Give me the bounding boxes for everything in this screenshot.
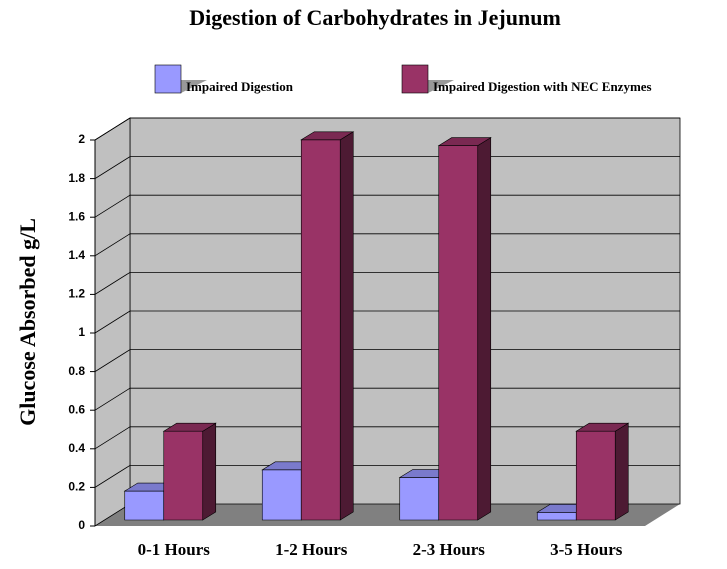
bar-front: [438, 145, 479, 521]
bar: [162, 422, 217, 521]
bar-front: [163, 430, 204, 521]
legend-swatch: [401, 64, 429, 94]
x-tick-label: 3-5 Hours: [550, 540, 623, 559]
floor: [95, 504, 680, 526]
grid-line: [94, 194, 680, 218]
x-tick-label: 1-2 Hours: [275, 540, 348, 559]
y-tick-label: 1.8: [68, 171, 85, 185]
y-tick-label: 0: [78, 518, 85, 532]
legend-shadow: [428, 80, 454, 93]
bar: [300, 131, 355, 521]
y-tick-label: 0.6: [68, 402, 85, 416]
y-tick-label: 2: [78, 132, 85, 146]
grid-line: [94, 233, 680, 257]
y-tick-label: 0.2: [68, 480, 85, 494]
chart-title: Digestion of Carbohydrates in Jejunum: [189, 5, 561, 30]
grid-line: [94, 310, 680, 334]
bar: [437, 137, 492, 521]
y-tick-label: 0.8: [68, 364, 85, 378]
bar-side: [477, 137, 492, 521]
grid-line: [94, 349, 680, 372]
grid-line: [94, 426, 680, 450]
bar-top: [437, 137, 492, 146]
bar-side: [339, 131, 354, 521]
legend-label: Impaired Digestion with NEC Enzymes: [433, 79, 652, 94]
legend-swatch: [154, 64, 182, 94]
y-tick-label: 1.6: [68, 209, 85, 223]
y-tick-label: 1: [78, 325, 85, 339]
bar: [575, 422, 630, 521]
grid-line: [94, 271, 680, 295]
bar-front: [261, 469, 302, 521]
legend-label: Impaired Digestion: [186, 79, 294, 94]
y-tick-label: 0.4: [68, 441, 85, 455]
y-tick-label: 1.4: [68, 248, 85, 262]
y-tick-label: 1.2: [68, 287, 85, 301]
x-tick-label: 0-1 Hours: [138, 540, 211, 559]
bar-top: [300, 131, 355, 141]
bar-front: [124, 490, 165, 521]
y-axis-label: Glucose Absorbed g/L: [15, 218, 40, 426]
grid-line: [94, 156, 680, 179]
grid-line: [94, 464, 680, 488]
bar-front: [300, 139, 341, 521]
x-tick-label: 2-3 Hours: [413, 540, 486, 559]
bar-top: [575, 422, 630, 432]
grid-line: [94, 387, 680, 411]
bar-side: [202, 422, 217, 521]
bar-front: [536, 511, 577, 521]
grid-line: [94, 117, 680, 141]
bar-top: [162, 422, 217, 432]
bar-front: [575, 430, 616, 521]
bar-side: [614, 422, 629, 521]
bar-front: [399, 477, 440, 521]
legend-shadow: [181, 80, 207, 93]
